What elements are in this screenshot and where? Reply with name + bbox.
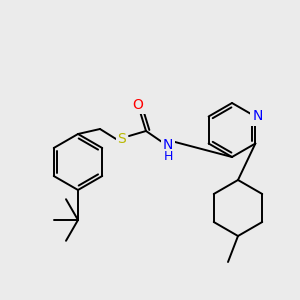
Text: O: O — [133, 98, 143, 112]
Text: S: S — [118, 132, 126, 146]
Text: N: N — [163, 138, 173, 152]
Text: H: H — [163, 149, 173, 163]
Text: N: N — [252, 110, 262, 124]
